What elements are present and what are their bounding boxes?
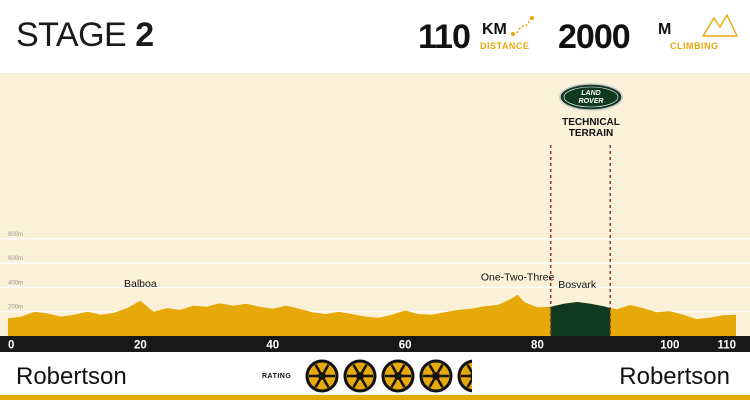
logo-text-1: LAND	[581, 90, 600, 97]
y-tick-label: 400m	[8, 280, 23, 286]
distance-value: 110	[418, 18, 471, 56]
rating-wheel-icon	[381, 359, 415, 393]
profile-background	[0, 73, 750, 336]
climbing-caption: CLIMBING	[670, 41, 719, 51]
x-tick-label: 80	[531, 340, 544, 352]
rating-wheel-icon	[305, 359, 339, 393]
climbing-unit: M	[658, 21, 672, 38]
stage-number: 2	[135, 16, 154, 54]
mountain-icon	[702, 14, 738, 37]
climb-label: One-Two-Three	[481, 272, 555, 284]
x-tick-label: 40	[266, 340, 279, 352]
climb-label: Balboa	[124, 278, 157, 290]
x-tick-label: 20	[134, 340, 147, 352]
technical-terrain-label: TECHNICAL TERRAIN	[545, 117, 637, 139]
technical-section-area	[550, 302, 611, 336]
climbing-value: 2000	[558, 18, 631, 56]
elevation-profile-chart: 200m 400m 600m 800m Balboa One-Two-ThreeBosva…	[0, 145, 750, 336]
logo-text-2: ROVER	[579, 98, 604, 105]
rating-wheel-icon	[343, 359, 377, 393]
stage-title: STAGE 2	[16, 18, 154, 52]
route-icon	[511, 16, 534, 36]
distance-caption: DISTANCE	[480, 41, 530, 51]
climbing-stat: 2000 M CLIMBING	[558, 14, 738, 56]
distance-stat: 110 KM DISTANCE	[418, 16, 534, 56]
y-tick-label: 800m	[8, 232, 23, 238]
header: STAGE 2 110 KM DISTANCE 2000 M CLIMBING	[0, 0, 750, 73]
land-rover-logo: LAND ROVER	[559, 83, 623, 116]
x-tick-label: 60	[399, 340, 412, 352]
climb-label: Bosvark	[558, 279, 597, 291]
footer-accent-rule	[0, 395, 750, 400]
y-tick-label: 200m	[8, 305, 23, 311]
difficulty-rating	[300, 356, 472, 396]
stage-word: STAGE	[16, 16, 127, 54]
x-tick-label: 0	[8, 340, 14, 352]
rating-wheel-icon	[457, 359, 472, 393]
technical-terrain-line1: TECHNICAL	[562, 117, 620, 128]
x-tick-label: 100	[660, 340, 679, 352]
technical-terrain-line2: TERRAIN	[568, 128, 614, 139]
rating-label: RATING	[262, 373, 292, 380]
finish-location: Robertson	[619, 363, 730, 390]
distance-axis: 0 20 40 60 80 100 110	[8, 340, 736, 352]
rating-icons	[305, 359, 472, 393]
distance-axis-bar: 0 20 40 60 80 100 110	[0, 336, 750, 352]
distance-unit: KM	[482, 21, 507, 38]
rating-wheel-icon	[419, 359, 453, 393]
y-tick-label: 600m	[8, 256, 23, 262]
start-location: Robertson	[16, 363, 127, 390]
x-tick-label: 110	[717, 340, 736, 352]
profile-area	[8, 294, 736, 336]
